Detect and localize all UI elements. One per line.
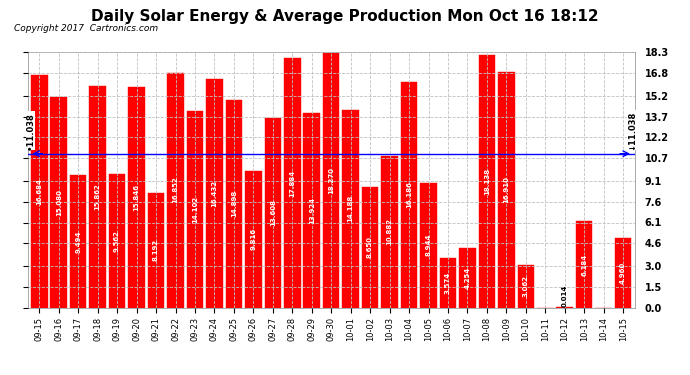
Bar	[304, 114, 320, 308]
Text: 18.270: 18.270	[328, 167, 334, 194]
Bar	[479, 55, 495, 308]
Text: 16.684: 16.684	[37, 178, 42, 205]
Text: 15.846: 15.846	[134, 184, 139, 211]
Text: ↓11.038: ↓11.038	[627, 110, 636, 150]
Text: 10.882: 10.882	[386, 218, 393, 245]
Text: 18.138: 18.138	[484, 168, 490, 195]
Text: 13.608: 13.608	[270, 199, 276, 226]
Bar	[245, 171, 262, 308]
Bar	[284, 58, 301, 308]
Bar	[264, 118, 281, 308]
Bar	[323, 53, 339, 307]
Text: 14.898: 14.898	[231, 190, 237, 217]
Text: 9.494: 9.494	[75, 230, 81, 253]
Bar	[576, 221, 593, 308]
Bar	[459, 248, 475, 308]
Text: 3.062: 3.062	[523, 275, 529, 297]
Text: 15.080: 15.080	[56, 189, 61, 216]
Text: 6.184: 6.184	[581, 253, 587, 276]
Text: 14.188: 14.188	[348, 195, 354, 222]
Bar	[342, 110, 359, 308]
Bar	[382, 156, 398, 308]
Text: 3.574: 3.574	[445, 272, 451, 294]
Bar	[128, 87, 145, 308]
Text: Daily Solar Energy & Average Production Mon Oct 16 18:12: Daily Solar Energy & Average Production …	[91, 9, 599, 24]
Bar	[615, 238, 631, 308]
Bar	[401, 82, 417, 308]
Text: 9.816: 9.816	[250, 228, 257, 250]
Bar	[70, 175, 86, 308]
Text: 13.924: 13.924	[308, 197, 315, 224]
Text: •11.038: •11.038	[26, 112, 35, 150]
Bar	[90, 87, 106, 308]
Text: 8.944: 8.944	[426, 234, 431, 256]
Bar	[148, 194, 164, 308]
Text: 9.562: 9.562	[114, 230, 120, 252]
Text: 16.852: 16.852	[172, 177, 179, 204]
Bar	[420, 183, 437, 308]
Text: 15.862: 15.862	[95, 184, 101, 210]
Bar	[50, 98, 67, 308]
Bar	[362, 187, 378, 308]
Bar	[498, 72, 515, 308]
Bar	[167, 73, 184, 308]
Bar	[187, 111, 204, 308]
Text: 14.102: 14.102	[192, 196, 198, 223]
Text: 16.186: 16.186	[406, 181, 412, 208]
Text: 16.432: 16.432	[211, 180, 217, 207]
Text: 17.884: 17.884	[289, 169, 295, 196]
Bar	[206, 78, 223, 308]
Bar	[226, 100, 242, 308]
Text: 16.910: 16.910	[503, 176, 509, 203]
Text: 8.650: 8.650	[367, 236, 373, 258]
Bar	[31, 75, 48, 307]
Bar	[109, 174, 126, 308]
Text: 8.192: 8.192	[153, 239, 159, 261]
Bar	[518, 265, 534, 308]
Bar	[440, 258, 456, 307]
Text: 4.254: 4.254	[464, 267, 471, 289]
Text: 4.960: 4.960	[620, 262, 626, 284]
Text: Copyright 2017  Cartronics.com: Copyright 2017 Cartronics.com	[14, 24, 158, 33]
Text: 0.014: 0.014	[562, 284, 568, 307]
